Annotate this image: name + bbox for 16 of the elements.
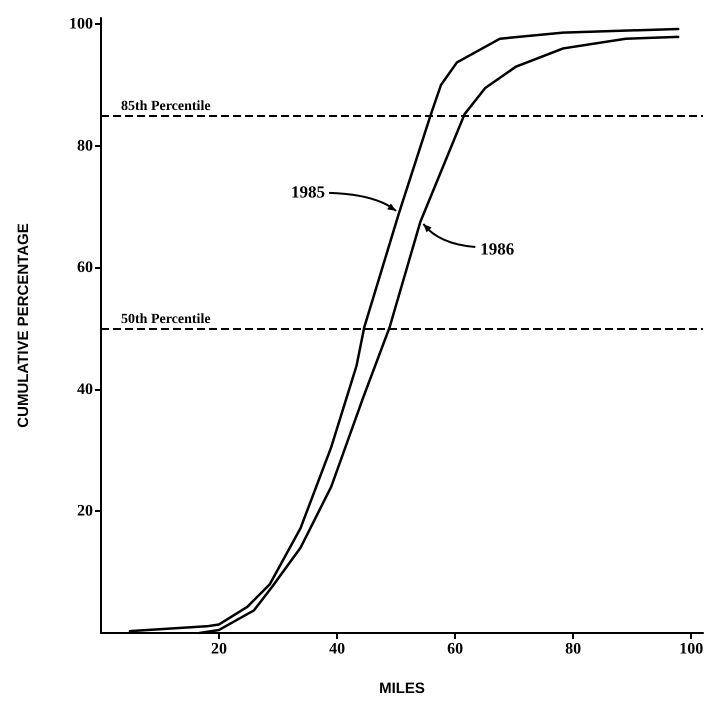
y-tick-label: 60 bbox=[77, 259, 93, 276]
x-tick-label: 40 bbox=[329, 640, 346, 658]
x-tick-label: 20 bbox=[211, 640, 228, 658]
y-tick-label: 40 bbox=[77, 380, 93, 398]
y-tick-label: 100 bbox=[69, 16, 93, 33]
y-tick-label: 80 bbox=[77, 137, 93, 154]
annotation: 1986 bbox=[480, 239, 514, 258]
ref-line-label: 50th Percentile bbox=[121, 312, 211, 328]
y-tick-label: 20 bbox=[77, 502, 93, 520]
x-tick-label: 100 bbox=[679, 640, 704, 658]
ref-line-label: 85th Percentile bbox=[121, 98, 211, 114]
annotation: 1985 bbox=[291, 182, 326, 202]
x-axis-title: MILES bbox=[379, 680, 425, 697]
x-tick-label: 80 bbox=[565, 640, 582, 658]
x-tick-label: 60 bbox=[447, 640, 464, 658]
y-axis-title: CUMULATIVE PERCENTAGE bbox=[15, 223, 32, 428]
